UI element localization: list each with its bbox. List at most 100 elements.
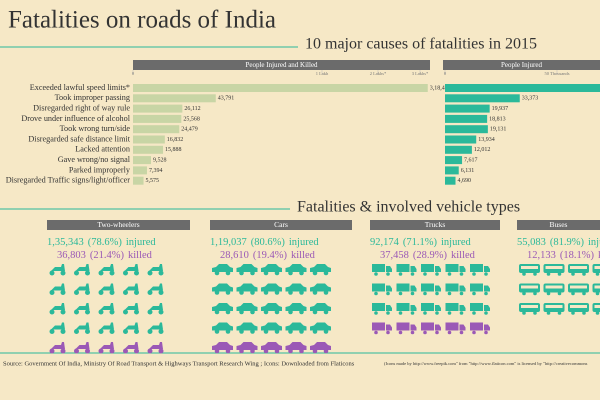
wheel (158, 309, 164, 315)
wheel (214, 309, 220, 315)
stat-share: (18.1%) (560, 250, 595, 261)
window (521, 266, 538, 269)
wheel (123, 270, 128, 276)
stat-text: 1,19,037 (80.6%) injured (210, 237, 319, 248)
wheel (109, 270, 115, 276)
wheel (250, 329, 255, 334)
bar (445, 84, 600, 92)
wheel (74, 290, 79, 295)
window (570, 266, 587, 269)
wheel (214, 270, 220, 276)
vehicle-icon (98, 342, 115, 354)
vehicle-icon (285, 322, 307, 334)
value-label: 7,617 (464, 157, 478, 163)
wheel (123, 348, 128, 354)
value-label: 12,012 (474, 147, 491, 153)
body (212, 322, 233, 331)
wheel (546, 311, 551, 315)
vehicle-icon (421, 322, 441, 335)
body (421, 303, 434, 311)
category-label: Lacked attention (75, 145, 130, 154)
wheel (323, 290, 329, 295)
value-label: 16,832 (167, 137, 184, 143)
stat-share: (21.4%) (90, 250, 125, 261)
stat-text: 92,174 (71.1%) injured (370, 237, 471, 248)
panel-title: Trucks (425, 220, 446, 229)
stat-label: killed (128, 250, 153, 261)
wheel (410, 291, 415, 296)
vehicle-icon (543, 303, 565, 315)
wheel (484, 311, 488, 315)
wheel (398, 330, 403, 335)
body (124, 342, 139, 349)
vehicle-icon (49, 283, 66, 295)
wheel (263, 348, 269, 354)
wheel (582, 291, 586, 296)
vehicle-icon (421, 264, 441, 276)
body (51, 342, 65, 349)
body (470, 303, 483, 311)
vehicle-icon (123, 342, 139, 354)
stat-label: killed (291, 250, 316, 261)
wheel (250, 270, 255, 276)
body (236, 264, 258, 272)
wheel (74, 329, 79, 334)
body (51, 303, 65, 310)
vehicle-icon (396, 303, 417, 315)
wheel (522, 272, 526, 276)
body (75, 322, 90, 330)
x-tick-label: 50 Thousands (544, 71, 569, 76)
vehicle-icon (310, 342, 331, 354)
category-label: Drove under influence of alcohol (21, 114, 130, 123)
value-label: 25,568 (183, 116, 200, 122)
credit: (Icons made by http://www.freepik.com" f… (384, 361, 588, 366)
vehicle-icon (519, 283, 540, 296)
wheel (299, 348, 304, 354)
vehicle-icon (49, 264, 66, 276)
category-label: Took improper passing (55, 93, 130, 102)
wheel (299, 329, 304, 334)
body (51, 264, 65, 271)
wheel (123, 329, 128, 334)
vehicle-icon (568, 283, 589, 296)
value-label: 19,131 (490, 127, 507, 133)
body (261, 342, 282, 350)
wheel (60, 270, 66, 276)
bar (445, 94, 520, 103)
cab (386, 324, 392, 331)
wheel (312, 309, 318, 315)
vehicle-icon (396, 322, 417, 335)
wheel (557, 272, 562, 276)
wheel (239, 309, 244, 315)
wheel (557, 291, 562, 296)
stat-label: killed (598, 250, 600, 261)
source: Source: Government Of India, Ministry Of… (3, 360, 355, 367)
body (396, 303, 410, 311)
window (594, 305, 600, 308)
wheel (239, 270, 244, 276)
wheel (312, 290, 318, 295)
body (261, 303, 282, 311)
stat-count: 92,174 (370, 237, 400, 248)
x-tick-label: 0 (132, 71, 135, 76)
body (236, 342, 258, 350)
vehicle-icon (212, 283, 233, 295)
wheel (49, 348, 55, 354)
wheel (410, 311, 415, 315)
vehicle-icon (147, 264, 164, 276)
vehicle-icon (261, 283, 282, 295)
panel-title: Two-wheelers (97, 220, 139, 229)
cab (386, 285, 392, 292)
vehicle-icon (470, 322, 490, 335)
vehicle-icon (261, 303, 282, 315)
wheel (74, 270, 79, 276)
cab (459, 266, 466, 272)
bar (445, 104, 490, 113)
wheel (225, 290, 231, 295)
vehicle-icon (285, 264, 307, 276)
wheel (386, 311, 390, 315)
wheel (147, 329, 153, 334)
stat-share: (81.9%) (550, 237, 585, 248)
body (124, 283, 139, 291)
vehicle-icon (445, 283, 466, 296)
